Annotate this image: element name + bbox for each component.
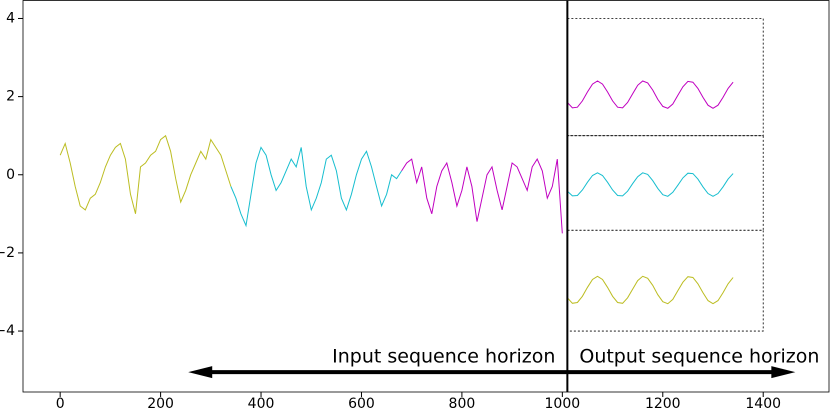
y-tick-label: 0: [6, 167, 15, 183]
x-tick-label: 800: [449, 396, 476, 408]
arrow-head: [188, 366, 213, 379]
y-tick-label: 4: [6, 10, 15, 26]
x-tick-label: 0: [56, 396, 65, 408]
series-line: [59, 134, 232, 214]
horizon-box: [566, 135, 764, 231]
x-tick-label: 600: [348, 396, 375, 408]
x-tick-label: 1400: [745, 396, 781, 408]
annotation-text: Output sequence horizon: [579, 346, 819, 368]
series-line: [567, 80, 734, 109]
arrow-head: [771, 366, 796, 379]
y-tick-label: 2: [6, 89, 15, 105]
plot-frame: [22, 0, 830, 393]
annotation-text: Input sequence horizon: [332, 346, 555, 368]
series-line: [230, 146, 403, 228]
x-tick-label: 400: [248, 396, 275, 408]
series-line: [567, 172, 734, 197]
horizon-box: [566, 18, 764, 137]
series-line: [401, 158, 563, 234]
x-tick-label: 1200: [645, 396, 681, 408]
x-tick-label: 1000: [545, 396, 581, 408]
x-tick-label: 200: [147, 396, 174, 408]
horizon-box: [566, 229, 764, 332]
y-tick-label: −2: [0, 245, 15, 261]
y-tick-label: −4: [0, 323, 15, 339]
series-line: [567, 275, 734, 305]
